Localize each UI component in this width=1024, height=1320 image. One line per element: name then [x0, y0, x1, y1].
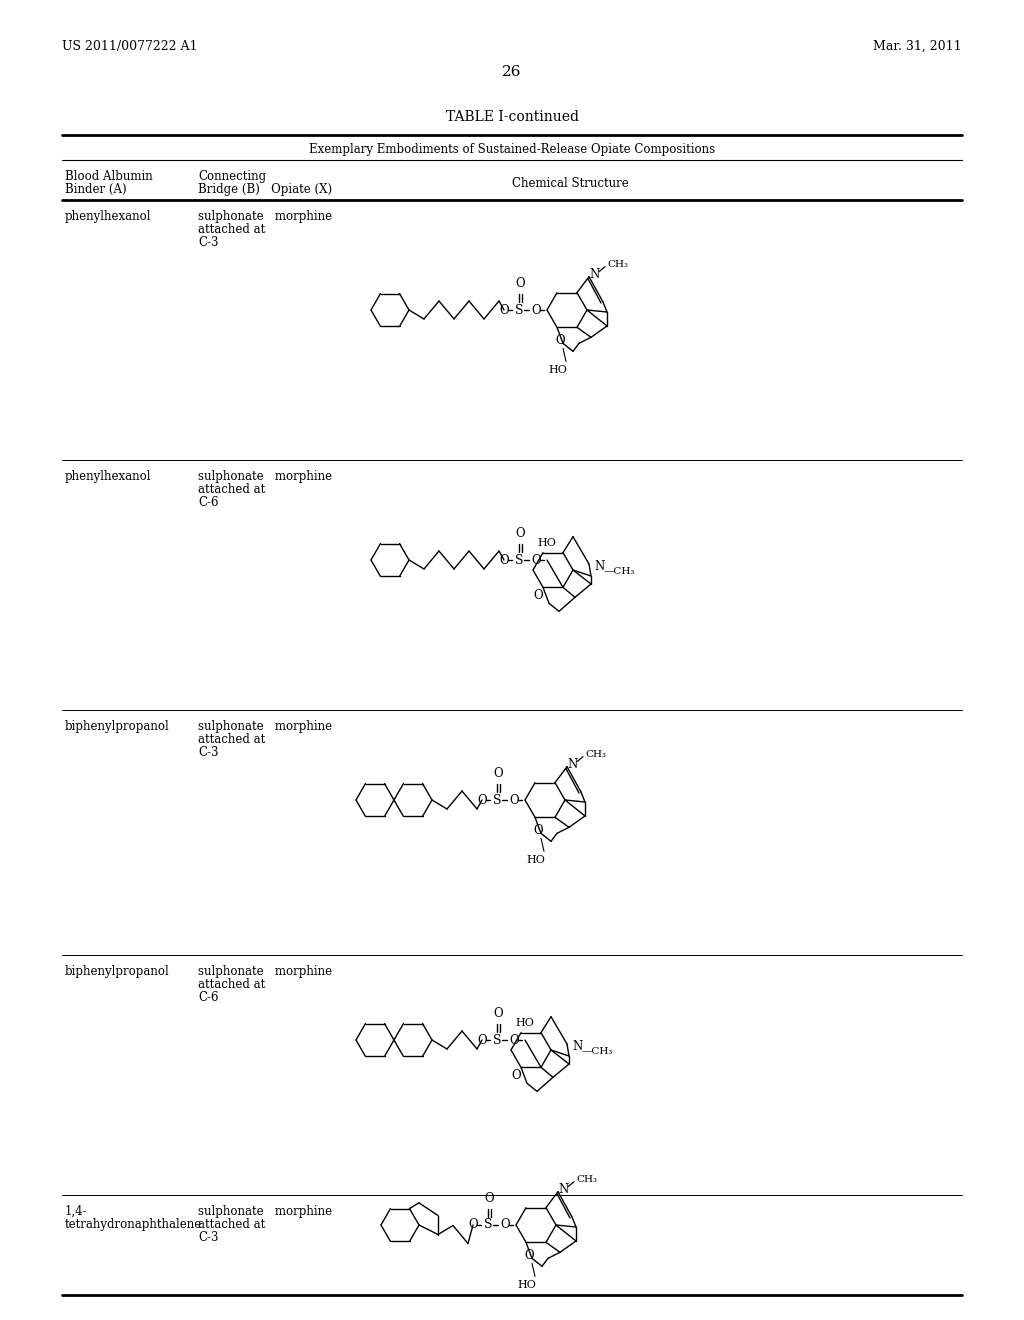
Text: N: N: [594, 560, 604, 573]
Text: phenylhexanol: phenylhexanol: [65, 470, 152, 483]
Text: N: N: [559, 1183, 569, 1196]
Text: S: S: [515, 304, 523, 317]
Text: O: O: [494, 767, 503, 780]
Text: O: O: [499, 304, 509, 317]
Text: C-3: C-3: [198, 1232, 218, 1243]
Text: O: O: [509, 793, 519, 807]
Text: phenylhexanol: phenylhexanol: [65, 210, 152, 223]
Text: C-6: C-6: [198, 991, 218, 1005]
Text: S: S: [493, 793, 502, 807]
Text: O: O: [524, 1249, 534, 1262]
Text: C-3: C-3: [198, 236, 218, 249]
Text: O: O: [484, 1192, 494, 1205]
Text: attached at: attached at: [198, 223, 265, 236]
Text: sulphonate   morphine: sulphonate morphine: [198, 965, 332, 978]
Text: O: O: [500, 1218, 510, 1232]
Text: HO: HO: [515, 1018, 535, 1028]
Text: N: N: [568, 758, 579, 771]
Text: —CH₃: —CH₃: [604, 568, 635, 577]
Text: O: O: [468, 1218, 478, 1232]
Text: HO: HO: [549, 366, 567, 375]
Text: O: O: [499, 553, 509, 566]
Text: US 2011/0077222 A1: US 2011/0077222 A1: [62, 40, 198, 53]
Text: C-6: C-6: [198, 496, 218, 510]
Text: O: O: [511, 1069, 521, 1082]
Text: CH₃: CH₃: [607, 260, 628, 269]
Text: Blood Albumin: Blood Albumin: [65, 170, 153, 183]
Text: biphenylpropanol: biphenylpropanol: [65, 965, 170, 978]
Text: sulphonate   morphine: sulphonate morphine: [198, 470, 332, 483]
Text: Chemical Structure: Chemical Structure: [512, 177, 629, 190]
Text: O: O: [531, 553, 541, 566]
Text: HO: HO: [517, 1280, 537, 1291]
Text: sulphonate   morphine: sulphonate morphine: [198, 1205, 332, 1218]
Text: 26: 26: [502, 65, 522, 79]
Text: attached at: attached at: [198, 733, 265, 746]
Text: 1,4-: 1,4-: [65, 1205, 88, 1218]
Text: attached at: attached at: [198, 1218, 265, 1232]
Text: O: O: [555, 334, 565, 347]
Text: Exemplary Embodiments of Sustained-Release Opiate Compositions: Exemplary Embodiments of Sustained-Relea…: [309, 143, 715, 156]
Text: S: S: [493, 1034, 502, 1047]
Text: Mar. 31, 2011: Mar. 31, 2011: [873, 40, 962, 53]
Text: tetrahydronaphthalene: tetrahydronaphthalene: [65, 1218, 203, 1232]
Text: N: N: [572, 1040, 583, 1052]
Text: attached at: attached at: [198, 483, 265, 496]
Text: Bridge (B)   Opiate (X): Bridge (B) Opiate (X): [198, 183, 332, 195]
Text: sulphonate   morphine: sulphonate morphine: [198, 719, 332, 733]
Text: CH₃: CH₃: [585, 750, 606, 759]
Text: O: O: [515, 277, 525, 290]
Text: HO: HO: [526, 855, 546, 866]
Text: CH₃: CH₃: [575, 1175, 597, 1184]
Text: O: O: [515, 527, 525, 540]
Text: Connecting: Connecting: [198, 170, 266, 183]
Text: —CH₃: —CH₃: [582, 1048, 613, 1056]
Text: O: O: [494, 1007, 503, 1020]
Text: O: O: [477, 1034, 486, 1047]
Text: S: S: [515, 553, 523, 566]
Text: TABLE I-continued: TABLE I-continued: [445, 110, 579, 124]
Text: S: S: [483, 1218, 493, 1232]
Text: O: O: [534, 824, 543, 837]
Text: O: O: [534, 589, 543, 602]
Text: O: O: [477, 793, 486, 807]
Text: HO: HO: [538, 539, 556, 548]
Text: O: O: [531, 304, 541, 317]
Text: Binder (A): Binder (A): [65, 183, 127, 195]
Text: O: O: [509, 1034, 519, 1047]
Text: biphenylpropanol: biphenylpropanol: [65, 719, 170, 733]
Text: sulphonate   morphine: sulphonate morphine: [198, 210, 332, 223]
Text: C-3: C-3: [198, 746, 218, 759]
Text: attached at: attached at: [198, 978, 265, 991]
Text: N: N: [590, 268, 600, 281]
